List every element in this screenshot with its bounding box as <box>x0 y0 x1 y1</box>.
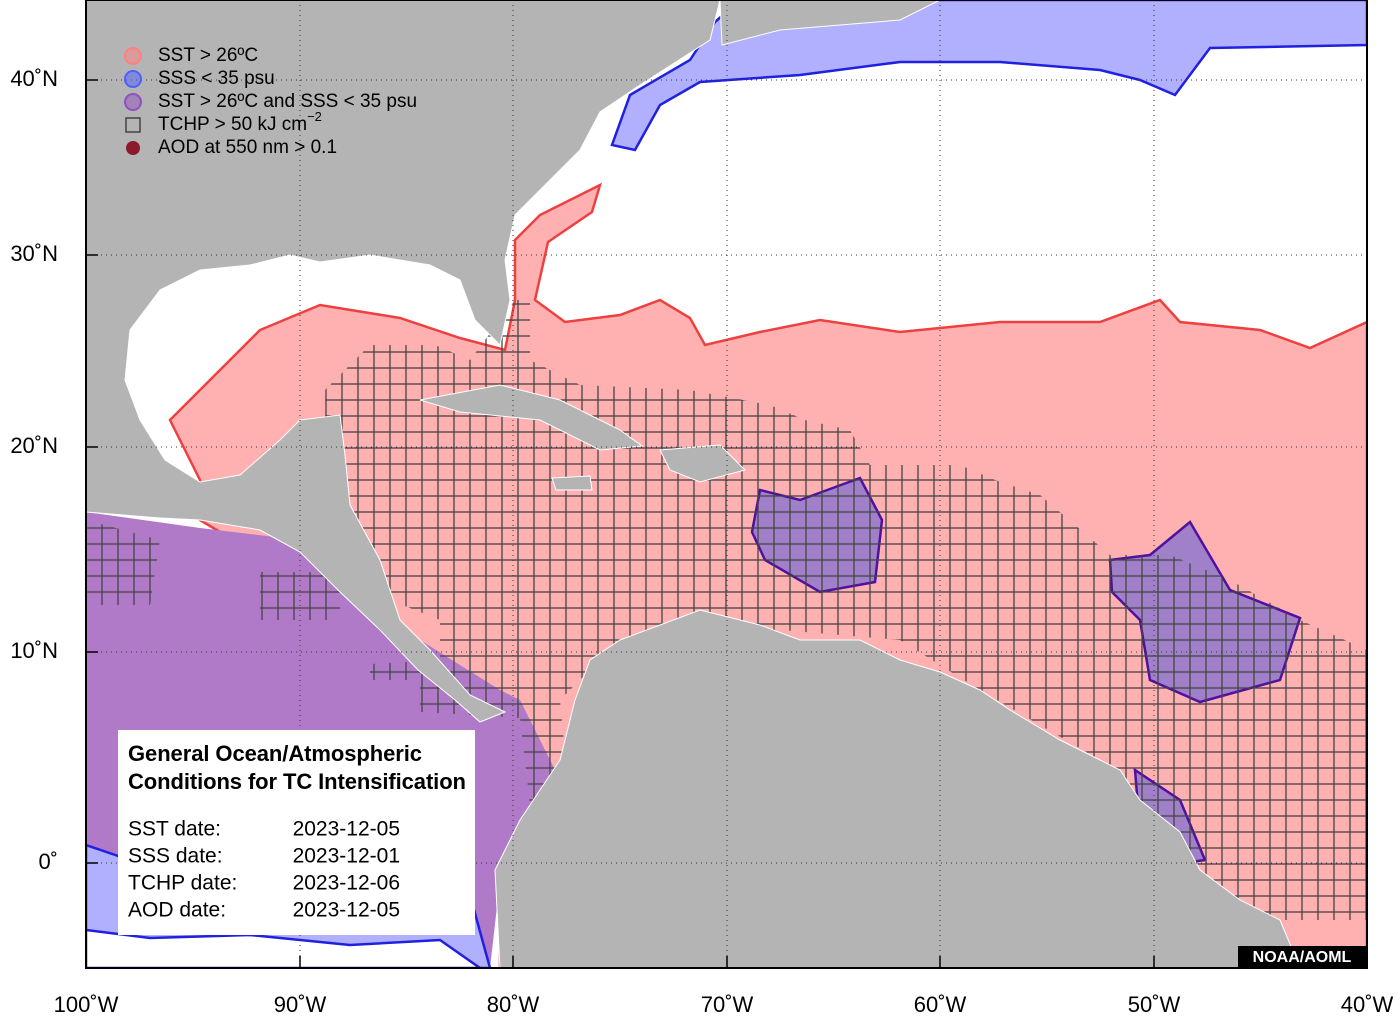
date-label: AOD date: <box>128 899 226 922</box>
info-title: General Ocean/Atmospheric <box>128 741 422 766</box>
date-label: TCHP date: <box>128 872 237 895</box>
land <box>86 0 1301 968</box>
date-value: 2023-12-06 <box>293 872 400 895</box>
sss-region <box>610 0 1367 152</box>
graticule <box>86 0 1367 968</box>
date-label: SST date: <box>128 818 221 841</box>
legend-label: SST > 26ºC <box>158 45 258 66</box>
y-tick-label: 40˚N <box>10 66 58 91</box>
info-dates: SST date: 2023-12-05 SSS date: 2023-12-01 TC… <box>128 818 400 922</box>
legend-swatch <box>126 141 140 155</box>
y-tick-label: 10˚N <box>10 638 58 663</box>
credit-box <box>1238 946 1367 968</box>
axes: 100˚W 90˚W 80˚W 70˚W 60˚W 50˚W 40˚W 40˚N 30˚N 20˚… <box>10 66 1393 1017</box>
x-tick-label: 100˚W <box>54 992 119 1017</box>
legend-label: SST > 26ºC and SSS < 35 psu <box>158 91 417 112</box>
y-tick-label: 20˚N <box>10 433 58 458</box>
y-tick-label: 0˚ <box>38 849 58 874</box>
tchp-region <box>260 572 340 620</box>
legend-label: SSS < 35 psu <box>158 68 275 89</box>
credit: NOAA/AOML <box>1253 949 1352 966</box>
x-tick-label: 90˚W <box>274 992 327 1017</box>
info-box <box>118 730 475 935</box>
legend-swatch <box>124 70 142 88</box>
legend-label: TCHP > 50 kJ cm−2 <box>158 109 322 135</box>
info-title: Conditions for TC Intensification <box>128 769 466 794</box>
date-value: 2023-12-05 <box>293 899 400 922</box>
legend-label-text: TCHP > 50 kJ cm <box>158 114 307 135</box>
legend-label: AOD at 550 nm > 0.1 <box>158 137 337 158</box>
x-tick-label: 50˚W <box>1128 992 1181 1017</box>
legend-swatch <box>125 117 141 133</box>
legend-swatch <box>124 47 142 65</box>
x-tick-label: 40˚W <box>1341 992 1394 1017</box>
x-tick-label: 60˚W <box>914 992 967 1017</box>
x-tick-label: 80˚W <box>487 992 540 1017</box>
ocean <box>86 928 483 968</box>
y-tick-label: 30˚N <box>10 241 58 266</box>
date-value: 2023-12-01 <box>293 845 400 868</box>
tchp-region <box>86 520 160 605</box>
legend-swatch <box>124 93 142 111</box>
date-value: 2023-12-05 <box>293 818 400 841</box>
x-tick-label: 70˚W <box>701 992 754 1017</box>
legend-superscript: −2 <box>307 109 322 124</box>
date-label: SSS date: <box>128 845 223 868</box>
